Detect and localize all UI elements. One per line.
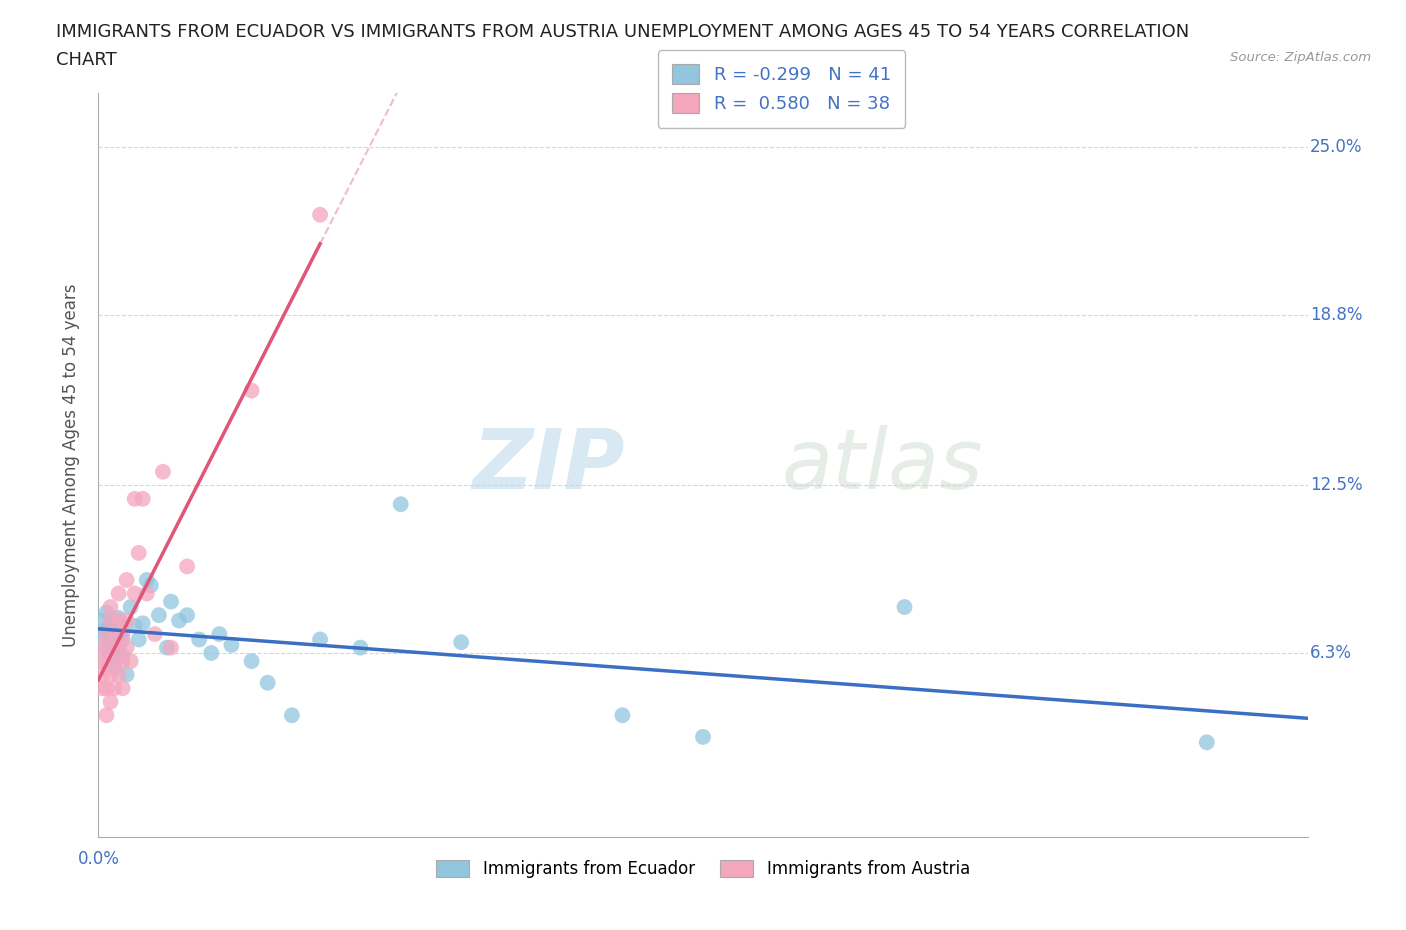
Point: [103, 654, 125, 669]
Point: [107, 610, 129, 625]
Point: [893, 600, 915, 615]
Point: [107, 586, 129, 601]
Point: [91, 613, 114, 628]
Point: [100, 600, 122, 615]
Point: [240, 654, 263, 669]
Point: [309, 207, 332, 222]
Point: [107, 627, 129, 642]
Point: [115, 573, 138, 588]
Point: [91, 654, 114, 669]
Text: 0.0%: 0.0%: [77, 850, 120, 868]
Text: 6.3%: 6.3%: [1310, 644, 1353, 662]
Point: [107, 640, 129, 655]
Point: [100, 667, 122, 682]
Point: [128, 546, 150, 561]
Point: [152, 464, 174, 479]
Point: [96, 621, 118, 636]
Point: [103, 681, 125, 696]
Point: [96, 654, 118, 669]
Point: [124, 491, 146, 506]
Point: [100, 695, 122, 710]
Point: [221, 637, 243, 652]
Point: [100, 632, 122, 647]
Point: [115, 640, 138, 655]
Point: [124, 618, 146, 633]
Point: [115, 667, 138, 682]
Point: [176, 607, 198, 622]
Point: [143, 627, 166, 642]
Point: [148, 607, 170, 622]
Point: [200, 645, 222, 660]
Point: [91, 640, 114, 655]
Point: [1195, 735, 1218, 750]
Point: [135, 586, 157, 601]
Legend: Immigrants from Ecuador, Immigrants from Austria: Immigrants from Ecuador, Immigrants from…: [429, 853, 977, 884]
Point: [96, 627, 118, 642]
Point: [120, 654, 142, 669]
Point: [132, 616, 155, 631]
Text: 12.5%: 12.5%: [1310, 476, 1362, 494]
Text: 25.0%: 25.0%: [1310, 139, 1362, 156]
Point: [100, 640, 122, 655]
Point: [139, 578, 162, 592]
Point: [96, 605, 118, 620]
Point: [103, 627, 125, 642]
Point: [103, 640, 125, 655]
Point: [100, 648, 122, 663]
Point: [281, 708, 304, 723]
Point: [91, 681, 114, 696]
Point: [240, 383, 263, 398]
Point: [188, 632, 211, 647]
Point: [91, 667, 114, 682]
Point: [349, 640, 371, 655]
Point: [96, 681, 118, 696]
Point: [167, 613, 190, 628]
Point: [115, 613, 138, 628]
Point: [612, 708, 634, 723]
Point: [160, 640, 183, 655]
Point: [389, 497, 412, 512]
Point: [91, 627, 114, 642]
Point: [208, 627, 231, 642]
Point: [111, 632, 134, 647]
Text: ZIP: ZIP: [472, 424, 624, 506]
Point: [111, 627, 134, 642]
Point: [111, 648, 134, 663]
Point: [256, 675, 278, 690]
Point: [107, 667, 129, 682]
Point: [124, 586, 146, 601]
Point: [156, 640, 179, 655]
Point: [160, 594, 183, 609]
Text: 18.8%: 18.8%: [1310, 306, 1362, 324]
Point: [132, 491, 155, 506]
Point: [103, 659, 125, 674]
Point: [107, 613, 129, 628]
Point: [135, 573, 157, 588]
Point: [128, 632, 150, 647]
Point: [96, 640, 118, 655]
Point: [120, 600, 142, 615]
Point: [450, 635, 472, 650]
Text: atlas: atlas: [782, 424, 983, 506]
Point: [100, 618, 122, 633]
Point: [111, 681, 134, 696]
Point: [692, 729, 714, 744]
Point: [96, 708, 118, 723]
Text: Source: ZipAtlas.com: Source: ZipAtlas.com: [1230, 51, 1371, 64]
Point: [111, 654, 134, 669]
Point: [309, 632, 332, 647]
Y-axis label: Unemployment Among Ages 45 to 54 years: Unemployment Among Ages 45 to 54 years: [62, 284, 80, 646]
Text: CHART: CHART: [56, 51, 117, 69]
Text: IMMIGRANTS FROM ECUADOR VS IMMIGRANTS FROM AUSTRIA UNEMPLOYMENT AMONG AGES 45 TO: IMMIGRANTS FROM ECUADOR VS IMMIGRANTS FR…: [56, 23, 1189, 41]
Point: [100, 613, 122, 628]
Point: [176, 559, 198, 574]
